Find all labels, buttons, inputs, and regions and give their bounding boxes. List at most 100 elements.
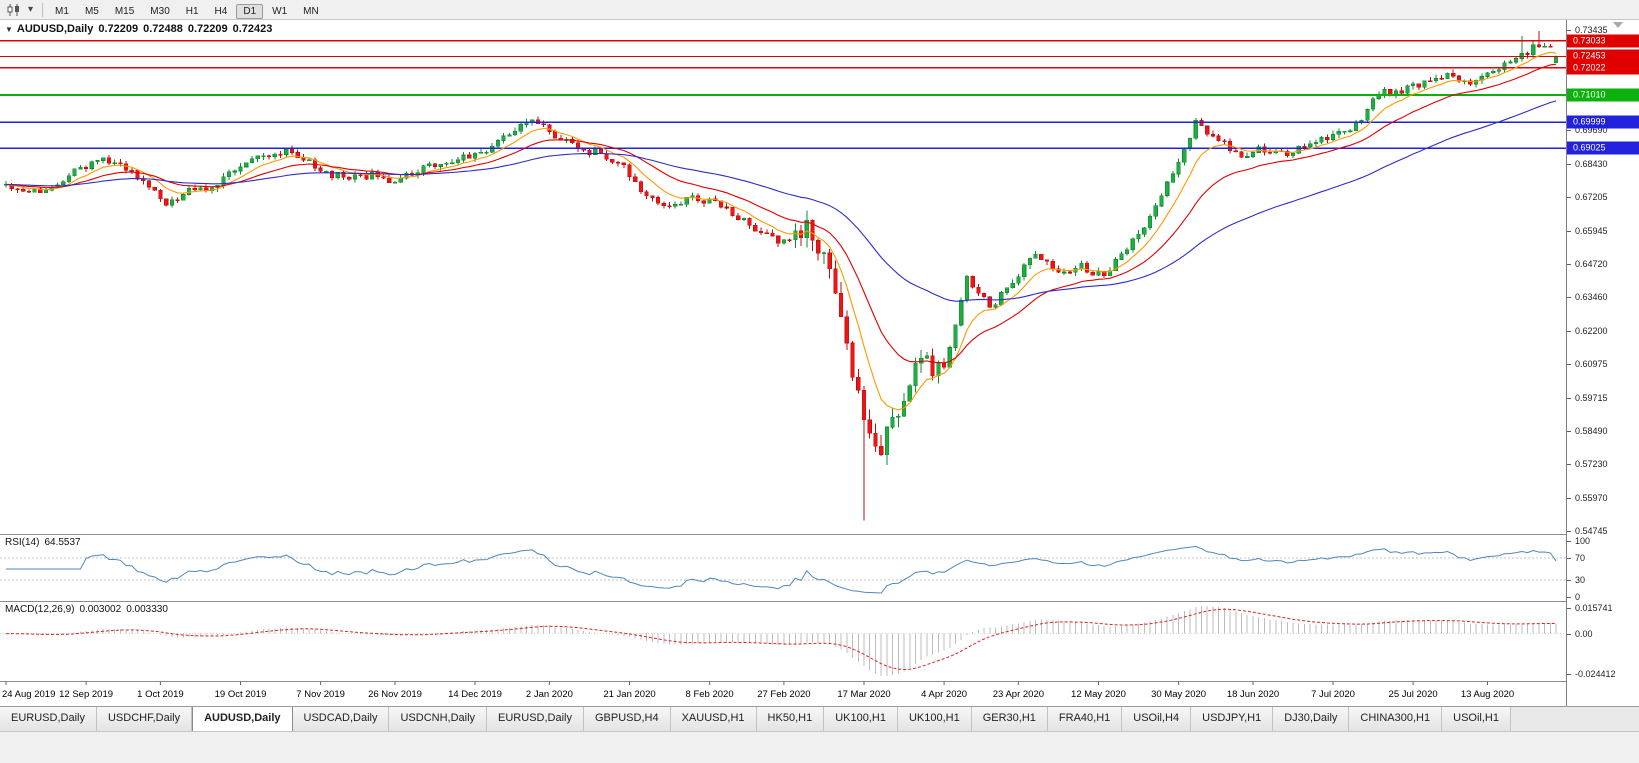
date-axis[interactable]: 24 Aug 2019 12 Sep 2019 1 Oct 2019 19 Oct 2… <box>2 681 1514 701</box>
price-line-badge-0.71010[interactable]: 0.71010 <box>1567 88 1639 102</box>
candle-body <box>741 218 746 220</box>
chart-tab-USDJPY-H1[interactable]: USDJPY,H1 <box>1191 707 1274 731</box>
candle-body <box>667 205 672 208</box>
chart-tab-CHINA300-H1[interactable]: CHINA300,H1 <box>1349 707 1443 731</box>
date-label: 27 Feb 2020 <box>757 689 810 700</box>
macd-histogram <box>11 606 1557 676</box>
status-bar <box>0 731 1639 763</box>
timeframe-button-M1[interactable]: M1 <box>55 5 69 17</box>
candle-body <box>1233 150 1238 153</box>
candle-body <box>1250 152 1256 157</box>
candle-body <box>1062 271 1067 274</box>
candle-body <box>318 167 323 172</box>
price-tick-mark <box>1567 297 1571 298</box>
candle-body <box>398 177 403 183</box>
chart-tab-USDCNH-Daily[interactable]: USDCNH,Daily <box>389 707 488 731</box>
timeframe-button-MN[interactable]: MN <box>303 5 319 17</box>
candle-body <box>930 355 935 377</box>
chart-tab-UK100-H1[interactable]: UK100,H1 <box>824 707 898 731</box>
candle-body <box>141 178 146 182</box>
price-line-badge-0.69999[interactable]: 0.69999 <box>1567 115 1639 129</box>
chart-tab-GBPUSD-H4[interactable]: GBPUSD,H4 <box>584 707 671 731</box>
macd-signal-line <box>6 608 1557 671</box>
chart-tab-bar: EURUSD,Daily USDCHF,Daily AUDUSD,Daily USDC… <box>0 706 1639 731</box>
timeframe-button-H1[interactable]: H1 <box>185 5 199 17</box>
collapse-arrow-icon[interactable]: ▼ <box>5 25 13 34</box>
price-tick-mark <box>1567 231 1571 232</box>
timeframe-button-M15[interactable]: M15 <box>114 5 135 17</box>
candle-body <box>1193 120 1198 139</box>
candle-body <box>421 165 426 174</box>
price-tick-mark <box>1567 364 1571 365</box>
chart-tab-FRA40-H1[interactable]: FRA40,H1 <box>1047 707 1123 731</box>
candle-body <box>770 233 775 237</box>
chart-tab-DJ30-Daily[interactable]: DJ30,Daily <box>1273 707 1350 731</box>
candle-body <box>655 197 661 204</box>
candle-body <box>1182 148 1187 163</box>
candle-body <box>1308 143 1313 148</box>
candle-body <box>227 171 232 178</box>
chart-tab-USOil-H4[interactable]: USOil,H4 <box>1122 707 1192 731</box>
price-axis[interactable]: 0.73435 0.69690 0.68430 0.67205 0.65945 0.647… <box>1566 20 1639 706</box>
candle-body <box>61 181 66 186</box>
candle-body <box>1056 268 1061 273</box>
candle-body <box>1205 125 1210 135</box>
timeframe-button-M5[interactable]: M5 <box>84 5 99 17</box>
candle-body <box>1388 89 1393 95</box>
candle-body <box>387 178 392 183</box>
candlestick-chart-type-button[interactable] <box>4 2 24 18</box>
candle-body <box>1439 77 1444 80</box>
candle-body <box>1330 134 1336 140</box>
candle-body <box>32 188 37 193</box>
chart-tab-AUDUSD-Daily[interactable]: AUDUSD,Daily <box>192 707 293 731</box>
price-line-badge-0.72022[interactable]: 0.72022 <box>1567 61 1639 75</box>
timeframe-button-W1[interactable]: W1 <box>272 5 288 17</box>
candle-body <box>947 347 952 368</box>
top-toolbar: ▾ M1 M5 M15 M30 H1 H4 D1 W1 MN <box>0 0 1639 20</box>
candle-body <box>758 231 764 233</box>
price-tick-label: 0.67205 <box>1575 192 1608 202</box>
candle-body <box>604 153 609 160</box>
moving-average-55 <box>5 100 1557 302</box>
macd-main-value: 0.003002 <box>79 604 122 615</box>
price-line-badge-0.73033[interactable]: 0.73033 <box>1567 34 1639 48</box>
price-line-badge-0.72453[interactable]: 0.72453 <box>1567 49 1639 63</box>
chart-tab-UK100-H1[interactable]: UK100,H1 <box>897 707 972 731</box>
candle-body <box>95 160 100 163</box>
candle-body <box>89 161 94 169</box>
candle-body <box>764 232 769 234</box>
candle-body <box>999 292 1004 305</box>
timeframe-button-H4[interactable]: H4 <box>214 5 228 17</box>
price-line-badge-0.69025[interactable]: 0.69025 <box>1567 141 1639 155</box>
candle-body <box>1165 181 1170 196</box>
chart-tab-EURUSD-Daily[interactable]: EURUSD,Daily <box>0 707 97 731</box>
chart-tab-USOil-H1[interactable]: USOil,H1 <box>1442 707 1511 731</box>
chart-type-dropdown-icon[interactable]: ▾ <box>28 4 34 15</box>
candle-body <box>1508 61 1513 64</box>
chart-canvas[interactable]: 24 Aug 2019 12 Sep 2019 1 Oct 2019 19 Oct 2… <box>0 20 1566 706</box>
chart-shift-marker-icon <box>1613 22 1623 28</box>
timeframe-button-M30[interactable]: M30 <box>150 5 170 17</box>
chart-tab-GER30-H1[interactable]: GER30,H1 <box>971 707 1048 731</box>
candle-body <box>364 174 369 180</box>
candle-body <box>1216 135 1221 141</box>
date-label: 25 Jul 2020 <box>1389 689 1438 700</box>
chart-tab-XAUUSD-H1[interactable]: XAUUSD,H1 <box>670 707 757 731</box>
candle-body <box>1348 130 1353 133</box>
timeframe-button-D1[interactable]: D1 <box>236 3 264 19</box>
macd-tick-label: -0.024412 <box>1575 669 1616 679</box>
candle-body <box>501 135 506 141</box>
chart-tab-USDCHF-Daily[interactable]: USDCHF,Daily <box>96 707 193 731</box>
chart-tab-USDCAD-Daily[interactable]: USDCAD,Daily <box>292 707 390 731</box>
candle-body <box>1199 120 1204 127</box>
chart-tab-HK50-H1[interactable]: HK50,H1 <box>756 707 825 731</box>
candle-body <box>730 207 735 216</box>
chart-tab-EURUSD-Daily[interactable]: EURUSD,Daily <box>487 707 584 731</box>
candle-body <box>192 188 197 191</box>
rsi-tick-mark <box>1567 580 1571 581</box>
candle-body <box>650 195 655 198</box>
candle-body <box>455 159 461 164</box>
macd-tick-mark <box>1567 608 1571 609</box>
candle-body <box>1010 283 1015 288</box>
